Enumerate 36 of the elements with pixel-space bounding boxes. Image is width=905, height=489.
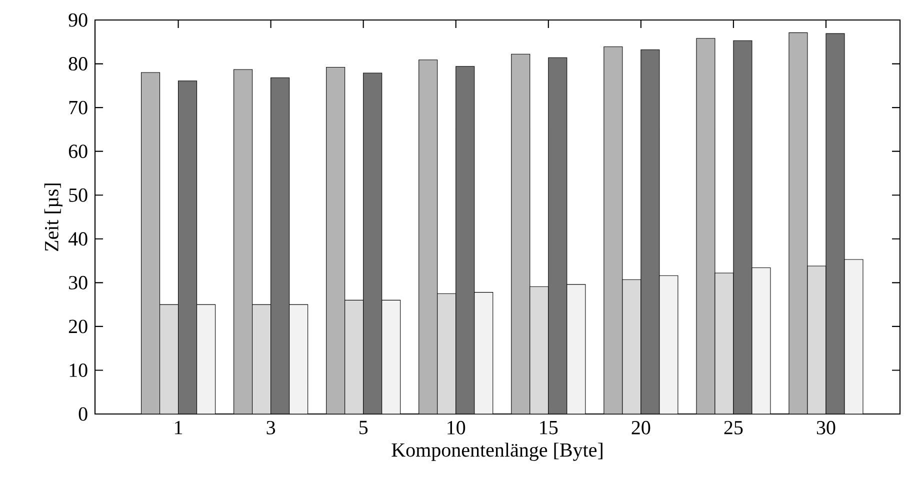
bar <box>566 284 586 414</box>
x-tick-label: 10 <box>448 420 466 434</box>
bar <box>270 78 290 414</box>
bar <box>659 275 678 414</box>
y-tick-label: 40 <box>68 232 88 246</box>
y-tick-label: 80 <box>68 57 88 71</box>
y-tick-label: 30 <box>69 276 88 290</box>
y-axis-title: Zeit [µs] <box>44 184 62 251</box>
x-axis-title: Komponentenlänge [Byte] <box>392 442 602 461</box>
bar <box>752 268 771 414</box>
y-tick-label: 20 <box>68 320 88 334</box>
bar <box>196 304 216 414</box>
bar <box>382 300 401 414</box>
x-tick-label: 3 <box>266 420 276 434</box>
y-tick-label: 10 <box>70 363 88 377</box>
x-tick-label: 1 <box>175 420 182 434</box>
bar <box>640 50 660 414</box>
y-tick-label: 60 <box>68 144 88 158</box>
bar <box>548 57 568 414</box>
y-tick-label: 70 <box>69 100 88 114</box>
bar <box>289 304 308 414</box>
x-tick-label: 15 <box>540 420 558 434</box>
x-tick-label: 5 <box>360 420 368 434</box>
x-tick-label: 30 <box>816 420 836 434</box>
bar <box>474 292 494 414</box>
bar <box>363 72 382 414</box>
bar <box>826 33 845 414</box>
y-tick-label: 0 <box>78 407 88 421</box>
x-tick-label: 25 <box>724 420 743 434</box>
y-tick-label: 90 <box>68 13 88 27</box>
bar <box>733 40 752 414</box>
x-tick-label: 20 <box>632 420 650 434</box>
bar <box>844 259 864 414</box>
bar <box>456 66 475 414</box>
bar <box>178 80 198 414</box>
y-tick-label: 50 <box>69 188 88 202</box>
